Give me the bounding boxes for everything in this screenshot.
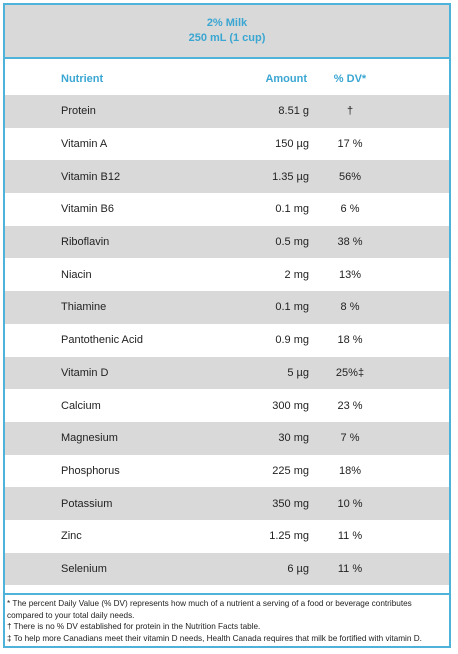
- nutrient-cell: Selenium: [61, 562, 107, 575]
- table-title: 2% Milk 250 mL (1 cup): [5, 5, 449, 59]
- table-row: Pantothenic Acid 0.9 mg 18 %: [5, 324, 449, 357]
- nutrition-table: 2% Milk 250 mL (1 cup) Nutrient Amount %…: [3, 3, 451, 648]
- footnotes: * The percent Daily Value (% DV) represe…: [5, 593, 449, 646]
- nutrient-cell: Vitamin A: [61, 138, 108, 151]
- nutrient-cell: Phosphorus: [61, 464, 120, 477]
- nutrient-cell: Thiamine: [61, 301, 107, 314]
- amount-cell: 150 µg: [275, 138, 309, 151]
- nutrient-cell: Riboflavin: [61, 236, 110, 249]
- amount-cell: 2 mg: [284, 268, 309, 281]
- dv-cell: 7 %: [340, 432, 360, 445]
- nutrient-cell: Pantothenic Acid: [61, 334, 143, 347]
- table-row: Zinc 1.25 mg 11 %: [5, 520, 449, 553]
- amount-cell: 8.51 g: [278, 105, 309, 118]
- table-row: Protein 8.51 g †: [5, 95, 449, 128]
- dv-cell: 18 %: [337, 334, 363, 347]
- dv-cell: 10 %: [337, 497, 363, 510]
- table-row: Vitamin D 5 µg 25%‡: [5, 356, 449, 390]
- table-row: Vitamin B6 0.1 mg 6 %: [5, 193, 449, 226]
- dv-cell: 13%: [338, 268, 362, 281]
- dv-cell: 8 %: [340, 301, 360, 314]
- dv-cell: 25%‡: [335, 366, 365, 379]
- amount-cell: 0.5 mg: [275, 236, 309, 249]
- amount-cell: 30 mg: [278, 432, 309, 445]
- amount-cell: 350 mg: [272, 497, 309, 510]
- dv-cell: 11 %: [337, 530, 363, 543]
- table-row: Vitamin B12 1.35 µg 56%: [5, 160, 449, 194]
- amount-cell: 1.35 µg: [272, 170, 309, 183]
- serving-size: 250 mL (1 cup): [188, 32, 266, 44]
- footnote-protein: † There is no % DV established for prote…: [7, 622, 261, 631]
- table-row: Riboflavin 0.5 mg 38 %: [5, 225, 449, 259]
- table-row: Calcium 300 mg 23 %: [5, 389, 449, 422]
- amount-cell: 300 mg: [272, 399, 309, 412]
- amount-cell: 0.9 mg: [275, 334, 309, 347]
- product-name: 2% Milk: [206, 17, 248, 29]
- amount-cell: 225 mg: [272, 464, 309, 477]
- table-row: Selenium 6 µg 11 %: [5, 552, 449, 586]
- table-body: Protein 8.51 g † Vitamin A 150 µg 17 % Vitamin…: [5, 95, 449, 586]
- header-nutrient: Nutrient: [61, 73, 104, 85]
- dv-cell: 18%: [338, 464, 362, 477]
- nutrient-cell: Vitamin B6: [61, 203, 114, 216]
- table-header-row: Nutrient Amount % DV*: [5, 63, 449, 95]
- table-row: Thiamine 0.1 mg 8 %: [5, 291, 449, 324]
- dv-cell: 11 %: [337, 562, 363, 575]
- footnote-dv: * The percent Daily Value (% DV) represe…: [7, 599, 412, 620]
- dv-cell: 38 %: [337, 236, 363, 249]
- nutrient-cell: Protein: [61, 105, 96, 118]
- nutrient-cell: Vitamin D: [61, 366, 109, 379]
- dv-cell: 23 %: [337, 399, 363, 412]
- dv-cell: 17 %: [337, 138, 363, 151]
- nutrient-cell: Potassium: [61, 497, 113, 510]
- header-amount: Amount: [265, 73, 307, 85]
- amount-cell: 0.1 mg: [275, 203, 309, 216]
- nutrient-cell: Zinc: [61, 530, 82, 543]
- footnote-vitamin-d: ‡ To help more Canadians meet their vita…: [7, 633, 422, 643]
- table-row: Vitamin A 150 µg 17 %: [5, 128, 449, 161]
- nutrient-cell: Calcium: [61, 399, 101, 412]
- amount-cell: 1.25 mg: [269, 530, 309, 543]
- dv-cell: 56%: [338, 170, 362, 183]
- table-row: Niacin 2 mg 13%: [5, 258, 449, 291]
- nutrient-cell: Magnesium: [61, 432, 118, 445]
- header-dv: % DV*: [333, 73, 367, 85]
- nutrient-cell: Vitamin B12: [61, 170, 121, 183]
- amount-cell: 6 µg: [287, 562, 309, 575]
- dv-cell: 6 %: [340, 203, 360, 216]
- amount-cell: 5 µg: [287, 366, 309, 379]
- table-row: Phosphorus 225 mg 18%: [5, 455, 449, 488]
- table-row: Potassium 350 mg 10 %: [5, 487, 449, 520]
- amount-cell: 0.1 mg: [275, 301, 309, 314]
- dv-cell: †: [346, 105, 354, 118]
- nutrient-cell: Niacin: [61, 268, 92, 281]
- table-row: Magnesium 30 mg 7 %: [5, 421, 449, 455]
